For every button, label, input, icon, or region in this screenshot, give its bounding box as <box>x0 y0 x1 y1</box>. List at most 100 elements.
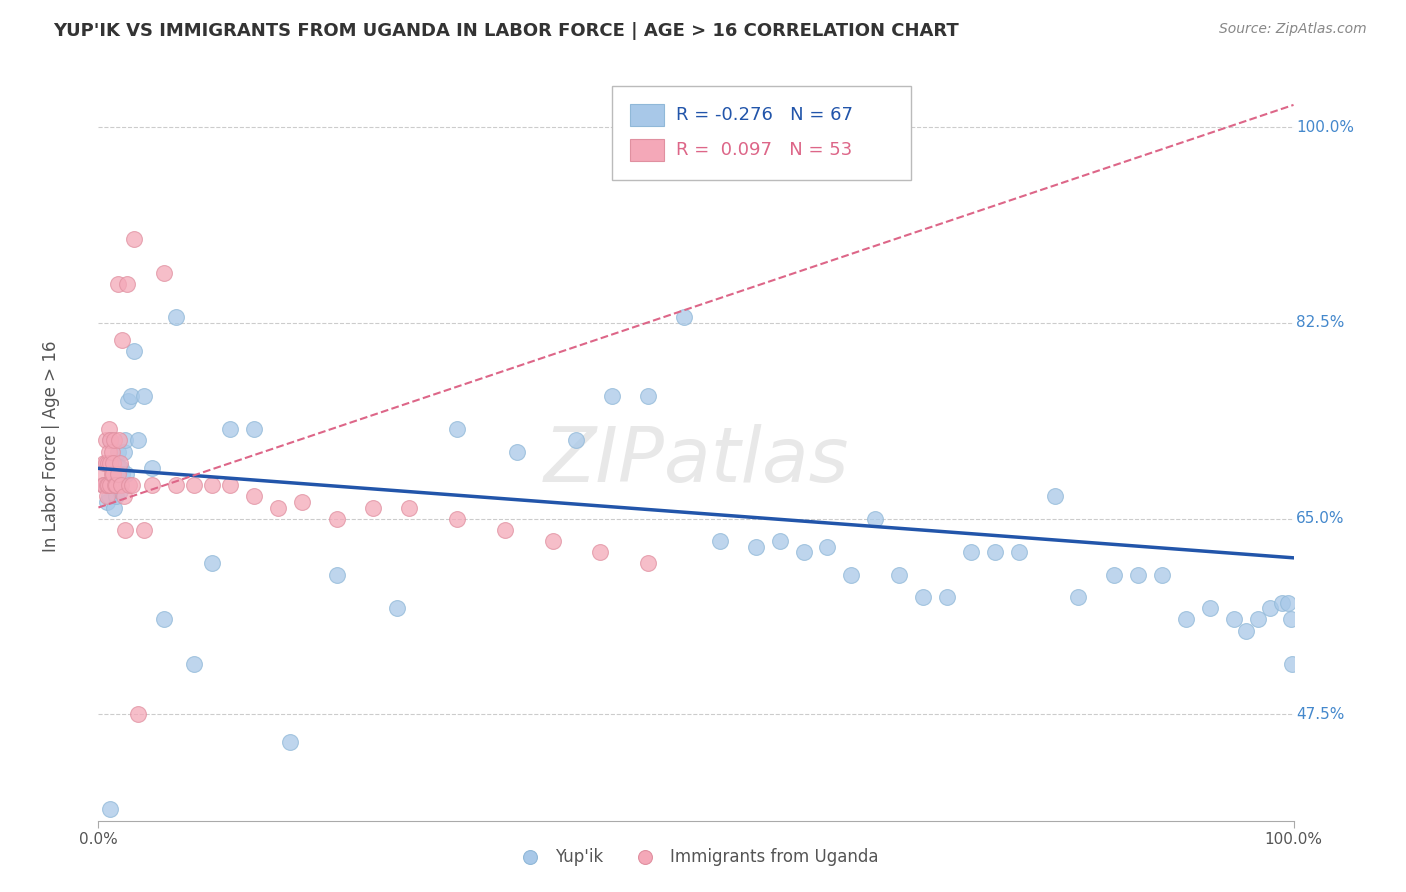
Text: YUP'IK VS IMMIGRANTS FROM UGANDA IN LABOR FORCE | AGE > 16 CORRELATION CHART: YUP'IK VS IMMIGRANTS FROM UGANDA IN LABO… <box>53 22 959 40</box>
Point <box>100 478 122 492</box>
Text: In Labor Force | Age > 16: In Labor Force | Age > 16 <box>42 340 59 552</box>
Point <box>96 478 118 492</box>
Point <box>127 434 149 448</box>
Point <box>1279 612 1302 626</box>
Bar <box>630 139 664 161</box>
Point <box>889 567 911 582</box>
Point <box>793 545 815 559</box>
Point <box>326 567 349 582</box>
Point <box>93 456 115 470</box>
Point <box>93 478 115 492</box>
Point <box>91 478 114 492</box>
Point <box>121 478 143 492</box>
Point <box>446 422 468 436</box>
Point <box>114 434 136 448</box>
Point <box>183 478 205 492</box>
Point <box>105 489 128 503</box>
Text: 65.0%: 65.0% <box>1296 511 1344 526</box>
Point <box>141 478 163 492</box>
Point <box>132 389 155 403</box>
Point <box>127 707 149 722</box>
Point <box>111 333 134 347</box>
Point <box>115 277 138 291</box>
Point <box>984 545 1007 559</box>
Point <box>101 456 124 470</box>
Point <box>768 534 790 549</box>
Point <box>98 444 121 458</box>
Point <box>385 601 409 615</box>
Point <box>97 456 120 470</box>
Point <box>96 495 118 509</box>
Point <box>1247 612 1270 626</box>
Point <box>110 478 132 492</box>
Text: 47.5%: 47.5% <box>1296 706 1344 722</box>
Point <box>1258 601 1281 615</box>
Point <box>1271 596 1294 610</box>
Point <box>201 478 224 492</box>
Point <box>141 461 163 475</box>
Point <box>107 467 129 481</box>
Point <box>98 489 121 503</box>
Point <box>1223 612 1246 626</box>
Point <box>398 500 420 515</box>
Point <box>93 478 115 492</box>
Point <box>602 389 624 403</box>
Point <box>506 444 529 458</box>
Point <box>637 557 659 571</box>
Point <box>98 434 122 448</box>
Point <box>101 467 124 481</box>
Point <box>100 467 122 481</box>
Point <box>637 389 659 403</box>
Point <box>709 534 731 549</box>
Text: R =  0.097   N = 53: R = 0.097 N = 53 <box>676 141 852 159</box>
Point <box>1008 545 1031 559</box>
Point <box>124 343 146 358</box>
Point <box>153 266 176 280</box>
Point <box>1281 657 1303 671</box>
Point <box>98 434 122 448</box>
Point <box>104 478 127 492</box>
Point <box>98 456 122 470</box>
Point <box>363 500 385 515</box>
FancyBboxPatch shape <box>613 87 911 180</box>
Point <box>219 422 242 436</box>
Point <box>100 444 122 458</box>
Point <box>1128 567 1150 582</box>
Point <box>565 434 588 448</box>
Point <box>124 232 146 246</box>
Point <box>494 523 516 537</box>
Point <box>165 310 187 325</box>
Point <box>745 540 768 554</box>
Point <box>1152 567 1174 582</box>
Text: R = -0.276   N = 67: R = -0.276 N = 67 <box>676 106 852 124</box>
Text: ZIPatlas: ZIPatlas <box>543 424 849 498</box>
Point <box>243 489 266 503</box>
Point <box>1067 590 1090 604</box>
Point <box>153 612 176 626</box>
Point <box>101 456 124 470</box>
Point <box>96 489 118 503</box>
Point <box>103 500 125 515</box>
Point <box>219 478 242 492</box>
Point <box>94 456 117 470</box>
Point <box>98 478 122 492</box>
Point <box>165 478 187 492</box>
Point <box>107 444 129 458</box>
Point <box>104 467 127 481</box>
Point <box>911 590 934 604</box>
Point <box>1277 596 1299 610</box>
Point <box>114 523 136 537</box>
Point <box>97 478 120 492</box>
Point <box>94 434 117 448</box>
Point <box>117 394 139 409</box>
Point <box>108 483 131 498</box>
Text: 82.5%: 82.5% <box>1296 316 1344 330</box>
Text: Source: ZipAtlas.com: Source: ZipAtlas.com <box>1219 22 1367 37</box>
Point <box>673 310 696 325</box>
Point <box>107 434 129 448</box>
Point <box>291 495 314 509</box>
Point <box>112 444 135 458</box>
Point <box>118 478 141 492</box>
Point <box>267 500 290 515</box>
Point <box>112 489 135 503</box>
